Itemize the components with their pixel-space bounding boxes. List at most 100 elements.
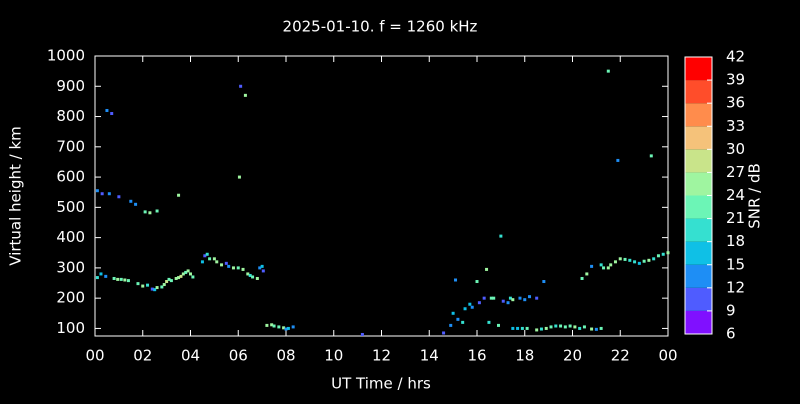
data-point [642, 259, 646, 263]
data-point [633, 260, 637, 264]
data-point [105, 108, 109, 112]
data-point [590, 327, 594, 331]
data-point [248, 273, 252, 277]
data-point [179, 274, 183, 278]
data-point [501, 299, 505, 303]
data-point [451, 311, 455, 315]
data-point [516, 326, 520, 330]
data-point [525, 326, 529, 330]
data-point [523, 298, 527, 302]
data-point [291, 325, 295, 329]
data-point [666, 251, 670, 255]
data-point [573, 325, 577, 329]
data-point [126, 279, 130, 283]
data-point [148, 211, 152, 215]
data-point [499, 234, 503, 238]
data-point [236, 266, 240, 270]
data-point [104, 274, 108, 278]
y-tick-label: 1000 [47, 47, 85, 65]
data-point [594, 327, 598, 331]
y-tick-label: 200 [56, 289, 85, 307]
x-tick-label: 00 [658, 347, 677, 365]
data-point [580, 276, 584, 280]
y-tick-label: 600 [56, 168, 85, 186]
data-point [544, 326, 548, 330]
data-point [255, 276, 259, 280]
data-point [602, 266, 606, 270]
data-point [606, 69, 610, 73]
colorbar-tick-label: 42 [726, 48, 745, 66]
x-tick-label: 08 [276, 347, 295, 365]
colorbar-tick-label: 21 [726, 209, 745, 227]
data-point [492, 296, 496, 300]
data-point [270, 323, 274, 327]
data-point [277, 325, 281, 329]
colorbar-band [685, 126, 712, 150]
data-point [649, 154, 653, 158]
data-point [489, 296, 493, 300]
data-point [184, 270, 188, 274]
chart-title: 2025-01-10. f = 1260 kHz [283, 18, 478, 36]
data-point [189, 272, 192, 276]
y-tick-label: 800 [56, 107, 85, 125]
data-point [95, 276, 99, 280]
data-point [535, 328, 539, 332]
data-point [162, 283, 166, 287]
data-point [177, 276, 181, 280]
data-point [520, 326, 524, 330]
data-point [153, 288, 157, 292]
colorbar-band [685, 80, 712, 104]
data-point [110, 112, 114, 116]
colorbar-tick-label: 36 [726, 94, 745, 112]
data-point [528, 295, 532, 299]
x-tick-label: 16 [467, 347, 486, 365]
data-point [568, 324, 572, 328]
data-point [261, 269, 265, 273]
data-point [243, 93, 247, 97]
y-tick-label: 900 [56, 77, 85, 95]
data-point [511, 326, 515, 330]
data-point [539, 327, 543, 331]
data-point [470, 305, 474, 309]
data-point [477, 301, 481, 305]
data-point [167, 277, 171, 281]
x-tick-label: 06 [229, 347, 248, 365]
colorbar-band [685, 195, 712, 219]
data-point [141, 284, 145, 288]
data-point [181, 272, 185, 276]
y-tick-label: 100 [56, 319, 85, 337]
data-point [155, 209, 159, 213]
data-point [618, 257, 622, 261]
data-point [559, 324, 563, 328]
data-point [165, 280, 169, 284]
y-tick-label: 300 [56, 258, 85, 276]
data-point [208, 257, 212, 261]
data-point [155, 286, 159, 290]
data-point [496, 323, 500, 327]
data-point [549, 325, 553, 329]
data-point [599, 263, 603, 267]
colorbar-tick-label: 30 [726, 140, 745, 158]
data-point [613, 260, 617, 264]
data-point [169, 279, 173, 283]
data-point [468, 302, 472, 306]
data-point [578, 326, 582, 330]
data-point [186, 269, 190, 273]
y-tick-label: 400 [56, 228, 85, 246]
colorbar-band [685, 218, 712, 242]
y-tick-label: 700 [56, 137, 85, 155]
data-point [454, 278, 458, 282]
data-point [220, 263, 224, 267]
data-point [205, 252, 209, 256]
data-point [150, 287, 154, 291]
data-point [637, 261, 641, 265]
x-tick-label: 12 [372, 347, 391, 365]
data-point [231, 266, 235, 270]
x-axis-label: UT Time / hrs [331, 375, 431, 393]
colorbar-band [685, 264, 712, 288]
y-tick-label: 500 [56, 198, 85, 216]
colorbar-tick-label: 27 [726, 163, 745, 181]
colorbar-tick-label: 24 [726, 186, 745, 204]
x-tick-label: 14 [420, 347, 439, 365]
data-point [623, 257, 627, 261]
